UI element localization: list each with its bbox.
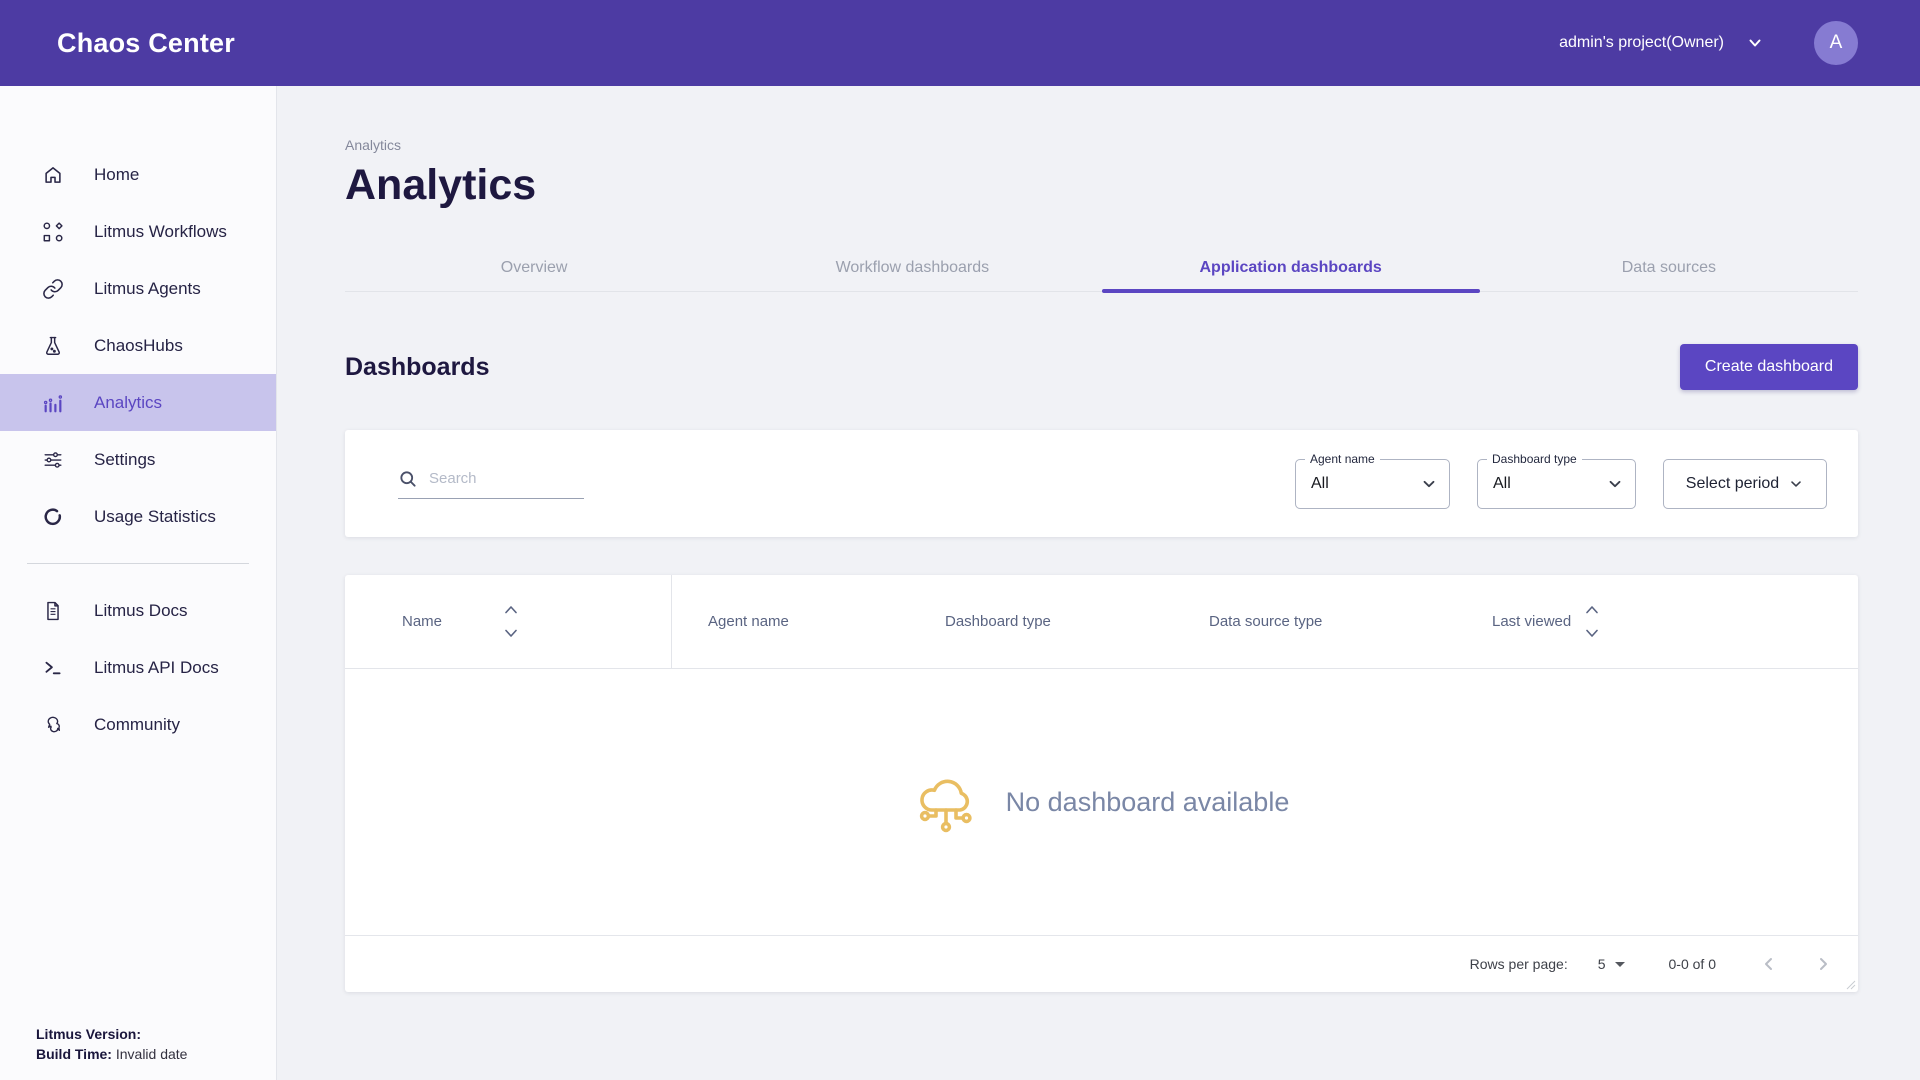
sidebar-item-chaoshubs[interactable]: ChaosHubs [0, 317, 276, 374]
tab-application-dashboards[interactable]: Application dashboards [1101, 245, 1480, 293]
sidebar-item-label: Litmus Workflows [94, 221, 227, 241]
sort-ascending-icon [1586, 606, 1599, 614]
sidebar-item-community[interactable]: Community [0, 696, 276, 753]
sidebar-item-litmus-docs[interactable]: Litmus Docs [0, 582, 276, 639]
sidebar: Home Litmus Workflows Litmus Agents Chao… [0, 86, 277, 1080]
sidebar-item-label: Analytics [94, 392, 163, 412]
rows-per-page-value[interactable]: 5 [1597, 956, 1606, 972]
agent-name-select-label: Agent name [1305, 451, 1380, 466]
project-selector-label: admin's project(Owner) [1559, 34, 1724, 51]
search-box [398, 469, 584, 499]
column-header-agent-name: Agent name [708, 613, 789, 630]
build-time-label: Build Time: [36, 1046, 112, 1062]
agent-name-select[interactable]: Agent name All [1295, 451, 1450, 509]
sidebar-item-litmus-agents[interactable]: Litmus Agents [0, 260, 276, 317]
chaoshubs-icon [46, 336, 60, 355]
agents-icon [43, 278, 63, 299]
build-time-value: Invalid date [115, 1046, 188, 1062]
rows-per-page-caret-icon[interactable] [1614, 961, 1625, 967]
sidebar-item-label: Litmus API Docs [94, 657, 219, 677]
workflows-icon [43, 221, 63, 242]
sort-descending-icon [505, 629, 517, 637]
sort-control-name[interactable] [504, 605, 518, 638]
version-info: Litmus Version: Build Time: Invalid date [36, 1024, 187, 1064]
page-title: Analytics [345, 161, 537, 209]
chevron-down-icon [1609, 480, 1621, 487]
cloud-empty-icon [919, 779, 972, 833]
empty-state-message: No dashboard available [1005, 786, 1290, 817]
community-icon [47, 716, 61, 732]
chevron-down-icon [1791, 480, 1801, 487]
resize-grip-icon [1846, 980, 1856, 990]
main-content: Analytics Analytics Overview Workflow da… [277, 86, 1920, 1080]
sidebar-nav: Home Litmus Workflows Litmus Agents Chao… [0, 86, 276, 753]
api-docs-icon [45, 661, 61, 674]
sort-control-last-viewed[interactable] [1585, 605, 1599, 638]
chevron-left-icon [1765, 958, 1772, 970]
litmus-version-label: Litmus Version: [36, 1026, 142, 1042]
active-tab-indicator [1101, 289, 1480, 293]
sidebar-item-usage-statistics[interactable]: Usage Statistics [0, 488, 276, 545]
sidebar-item-label: ChaosHubs [94, 335, 183, 355]
create-dashboard-button[interactable]: Create dashboard [1679, 344, 1858, 390]
tab-data-sources[interactable]: Data sources [1621, 259, 1716, 276]
dashboards-table: Name Agent name Dashboard type Data sour… [345, 575, 1858, 992]
filter-controls: Agent name All Dashboard type All Select… [1295, 451, 1827, 509]
section-header: Dashboards Create dashboard [345, 344, 1858, 390]
select-period-label: Select period [1685, 474, 1780, 492]
dashboard-type-select[interactable]: Dashboard type All [1477, 451, 1636, 509]
avatar[interactable]: A [1814, 21, 1858, 65]
project-selector[interactable]: admin's project(Owner) [1559, 34, 1764, 52]
table-pagination: Rows per page: 5 0-0 of 0 [345, 935, 1858, 992]
home-icon [45, 166, 61, 183]
analytics-icon [43, 394, 63, 412]
rows-per-page-label: Rows per page: [1469, 956, 1568, 972]
app-brand-title: Chaos Center [57, 27, 235, 58]
sidebar-item-analytics[interactable]: Analytics [0, 374, 276, 431]
table-header-row: Name Agent name Dashboard type Data sour… [345, 575, 1858, 669]
column-header-name: Name [345, 575, 672, 668]
sidebar-item-label: Usage Statistics [94, 506, 216, 526]
breadcrumb[interactable]: Analytics [345, 137, 402, 153]
search-icon [400, 470, 416, 487]
agent-name-select-value: All [1311, 474, 1329, 492]
tab-bar: Overview Workflow dashboards Application… [345, 245, 1858, 293]
select-period-button[interactable]: Select period [1663, 458, 1827, 509]
docs-icon [47, 601, 59, 620]
sidebar-item-litmus-api-docs[interactable]: Litmus API Docs [0, 639, 276, 696]
sidebar-divider [27, 563, 249, 564]
previous-page-button[interactable] [1760, 955, 1778, 973]
chevron-right-icon [1820, 958, 1827, 970]
avatar-initial: A [1829, 32, 1843, 53]
sidebar-item-label: Litmus Docs [94, 600, 188, 620]
settings-icon [44, 451, 62, 468]
dashboard-type-select-value: All [1493, 474, 1511, 492]
pagination-range: 0-0 of 0 [1668, 956, 1716, 972]
search-input[interactable] [429, 470, 584, 487]
sort-descending-icon [1586, 629, 1599, 637]
sort-ascending-icon [505, 606, 517, 614]
tab-workflow-dashboards[interactable]: Workflow dashboards [835, 259, 990, 276]
filter-bar: Agent name All Dashboard type All Select… [345, 430, 1858, 537]
header-right: admin's project(Owner) A [1559, 21, 1858, 65]
app-header: Chaos Center admin's project(Owner) A [0, 0, 1920, 86]
column-header-data-source-type: Data source type [1209, 613, 1323, 630]
sidebar-item-label: Settings [94, 449, 156, 469]
sidebar-item-home[interactable]: Home [0, 146, 276, 203]
sidebar-item-settings[interactable]: Settings [0, 431, 276, 488]
section-title: Dashboards [345, 352, 490, 381]
dashboard-type-select-label: Dashboard type [1487, 451, 1582, 466]
column-header-last-viewed: Last viewed [1492, 575, 1599, 668]
sidebar-item-label: Home [94, 164, 140, 184]
next-page-button[interactable] [1814, 955, 1832, 973]
chevron-down-icon [1749, 39, 1761, 47]
tab-overview[interactable]: Overview [500, 259, 568, 276]
empty-state: No dashboard available [345, 669, 1858, 935]
column-header-dashboard-type: Dashboard type [945, 613, 1051, 630]
sidebar-item-label: Community [94, 714, 180, 734]
usage-statistics-icon [44, 507, 62, 525]
sidebar-item-label: Litmus Agents [94, 278, 201, 298]
sidebar-item-litmus-workflows[interactable]: Litmus Workflows [0, 203, 276, 260]
chevron-down-icon [1423, 480, 1435, 487]
